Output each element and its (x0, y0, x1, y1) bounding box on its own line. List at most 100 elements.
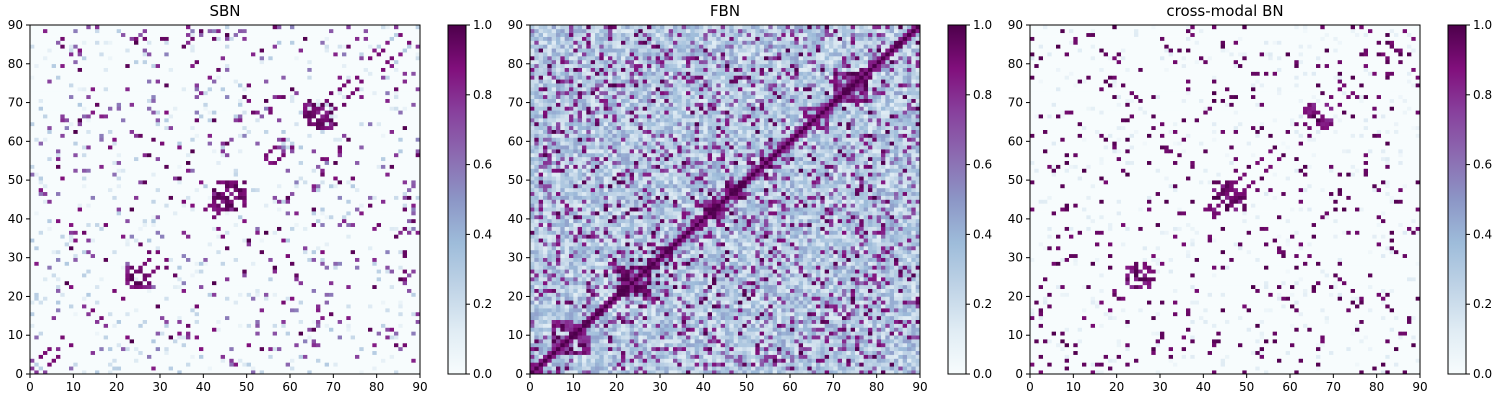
heatmap-cell (312, 308, 317, 312)
heatmap-cell (351, 176, 356, 180)
heatmap-cell (355, 289, 360, 293)
heatmap-cell (164, 347, 169, 351)
heatmap-cell (190, 308, 195, 312)
heatmap-cell (299, 277, 304, 281)
heatmap-cell (229, 347, 234, 351)
heatmap-cell (221, 281, 226, 285)
heatmap-cell (143, 339, 148, 343)
heatmap-cell (60, 347, 65, 351)
heatmap-cell (160, 223, 165, 227)
heatmap-cell (112, 308, 117, 312)
heatmap-cell (277, 308, 282, 312)
heatmap-cell (368, 234, 373, 238)
heatmap-cell (177, 223, 182, 227)
heatmap-cell (368, 308, 373, 312)
heatmap-cell (208, 355, 213, 359)
heatmap-cell (385, 238, 390, 242)
heatmap-cell (52, 215, 57, 219)
heatmap-cell (177, 304, 182, 308)
heatmap-cell (151, 335, 156, 339)
heatmap-cell (221, 277, 226, 281)
heatmap-cell (199, 327, 204, 331)
heatmap-cell (190, 188, 195, 192)
heatmap-cell (307, 339, 312, 343)
heatmap-cell (60, 300, 65, 304)
heatmap-cell (78, 200, 83, 204)
heatmap-cell (221, 223, 226, 227)
heatmap-cell (34, 347, 39, 351)
heatmap-cell (238, 227, 243, 231)
heatmap-cell (290, 168, 295, 172)
heatmap-cell (299, 324, 304, 328)
heatmap-cell (195, 262, 200, 266)
heatmap-cell (411, 327, 416, 331)
heatmap-cell (95, 351, 100, 355)
heatmap-cell (277, 176, 282, 180)
heatmap-cell (294, 343, 299, 347)
heatmap-cell (303, 258, 308, 262)
heatmap-cell (138, 324, 143, 328)
heatmap-cell (260, 246, 265, 250)
heatmap-cell (65, 300, 70, 304)
heatmap-cell (368, 231, 373, 235)
heatmap-cell (385, 196, 390, 200)
heatmap-cell (108, 362, 113, 366)
heatmap-cell (221, 366, 226, 370)
heatmap-cell (182, 269, 187, 273)
heatmap-cell (65, 161, 70, 165)
heatmap-cell (251, 347, 256, 351)
heatmap-cell (65, 192, 70, 196)
heatmap-cell (30, 168, 35, 172)
heatmap-cell (273, 327, 278, 331)
heatmap-cell (390, 293, 395, 297)
heatmap-cell (86, 273, 91, 277)
heatmap-cell (290, 192, 295, 196)
heatmap-cell (182, 362, 187, 366)
heatmap-cell (385, 335, 390, 339)
heatmap-cell (351, 277, 356, 281)
heatmap-cell (43, 203, 48, 207)
heatmap-cell (225, 196, 230, 200)
heatmap-cell (69, 335, 74, 339)
heatmap-cell (312, 196, 317, 200)
heatmap-cell (338, 285, 343, 289)
heatmap-cell (60, 234, 65, 238)
heatmap-cell (368, 254, 373, 258)
heatmap-cell (112, 351, 117, 355)
heatmap-cell (242, 343, 247, 347)
heatmap-cell (169, 161, 174, 165)
heatmap-cell (203, 254, 208, 258)
heatmap-cell (130, 238, 135, 242)
heatmap-cell (381, 161, 386, 165)
heatmap-cell (385, 165, 390, 169)
heatmap-cell (73, 231, 78, 235)
heatmap-cell (56, 347, 61, 351)
heatmap-cell (325, 265, 330, 269)
heatmap-cell (268, 343, 273, 347)
heatmap-cell (203, 304, 208, 308)
heatmap-cell (212, 351, 217, 355)
heatmap-cell (407, 172, 412, 176)
heatmap-cell (69, 219, 74, 223)
heatmap-cell (403, 304, 408, 308)
heatmap-cell (377, 316, 382, 320)
heatmap-cell (407, 246, 412, 250)
heatmap-cell (156, 308, 161, 312)
heatmap-cell (195, 293, 200, 297)
heatmap-cell (273, 250, 278, 254)
heatmap-cell (346, 320, 351, 324)
heatmap-cell (355, 366, 360, 370)
heatmap-cell (390, 362, 395, 366)
heatmap-cell (247, 242, 252, 246)
heatmap-cell (307, 358, 312, 362)
heatmap-cell (173, 366, 178, 370)
heatmap-cell (342, 234, 347, 238)
heatmap-cell (125, 250, 130, 254)
heatmap-cell (225, 366, 230, 370)
heatmap-cell (130, 250, 135, 254)
heatmap-cell (372, 335, 377, 339)
heatmap-cell (316, 231, 321, 235)
heatmap-cell (199, 296, 204, 300)
heatmap-cell (43, 289, 48, 293)
heatmap-cell (234, 312, 239, 316)
